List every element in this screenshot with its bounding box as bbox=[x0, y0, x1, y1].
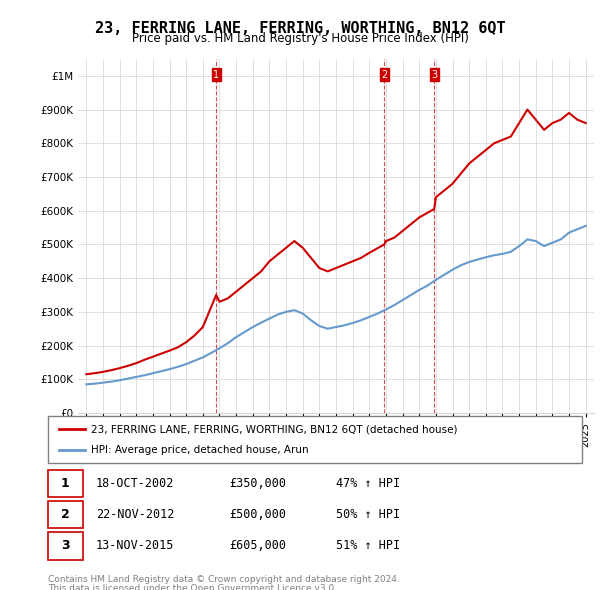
Text: Contains HM Land Registry data © Crown copyright and database right 2024.: Contains HM Land Registry data © Crown c… bbox=[48, 575, 400, 584]
FancyBboxPatch shape bbox=[48, 416, 582, 463]
Text: £605,000: £605,000 bbox=[230, 539, 287, 552]
Text: HPI: Average price, detached house, Arun: HPI: Average price, detached house, Arun bbox=[91, 445, 308, 455]
Text: £350,000: £350,000 bbox=[230, 477, 287, 490]
Text: 50% ↑ HPI: 50% ↑ HPI bbox=[337, 508, 400, 522]
Text: 1: 1 bbox=[213, 70, 219, 80]
Text: 3: 3 bbox=[61, 539, 70, 552]
Text: 51% ↑ HPI: 51% ↑ HPI bbox=[337, 539, 400, 552]
Text: Price paid vs. HM Land Registry's House Price Index (HPI): Price paid vs. HM Land Registry's House … bbox=[131, 32, 469, 45]
Text: 22-NOV-2012: 22-NOV-2012 bbox=[96, 508, 175, 522]
FancyBboxPatch shape bbox=[48, 470, 83, 497]
Text: 2: 2 bbox=[381, 70, 388, 80]
Text: £500,000: £500,000 bbox=[230, 508, 287, 522]
Text: 3: 3 bbox=[431, 70, 437, 80]
Text: This data is licensed under the Open Government Licence v3.0.: This data is licensed under the Open Gov… bbox=[48, 584, 337, 590]
Text: 23, FERRING LANE, FERRING, WORTHING, BN12 6QT: 23, FERRING LANE, FERRING, WORTHING, BN1… bbox=[95, 21, 505, 35]
Text: 13-NOV-2015: 13-NOV-2015 bbox=[96, 539, 175, 552]
FancyBboxPatch shape bbox=[48, 501, 83, 529]
Text: 18-OCT-2002: 18-OCT-2002 bbox=[96, 477, 175, 490]
Text: 1: 1 bbox=[61, 477, 70, 490]
FancyBboxPatch shape bbox=[48, 532, 83, 559]
Text: 23, FERRING LANE, FERRING, WORTHING, BN12 6QT (detached house): 23, FERRING LANE, FERRING, WORTHING, BN1… bbox=[91, 424, 457, 434]
Text: 47% ↑ HPI: 47% ↑ HPI bbox=[337, 477, 400, 490]
Text: 2: 2 bbox=[61, 508, 70, 522]
